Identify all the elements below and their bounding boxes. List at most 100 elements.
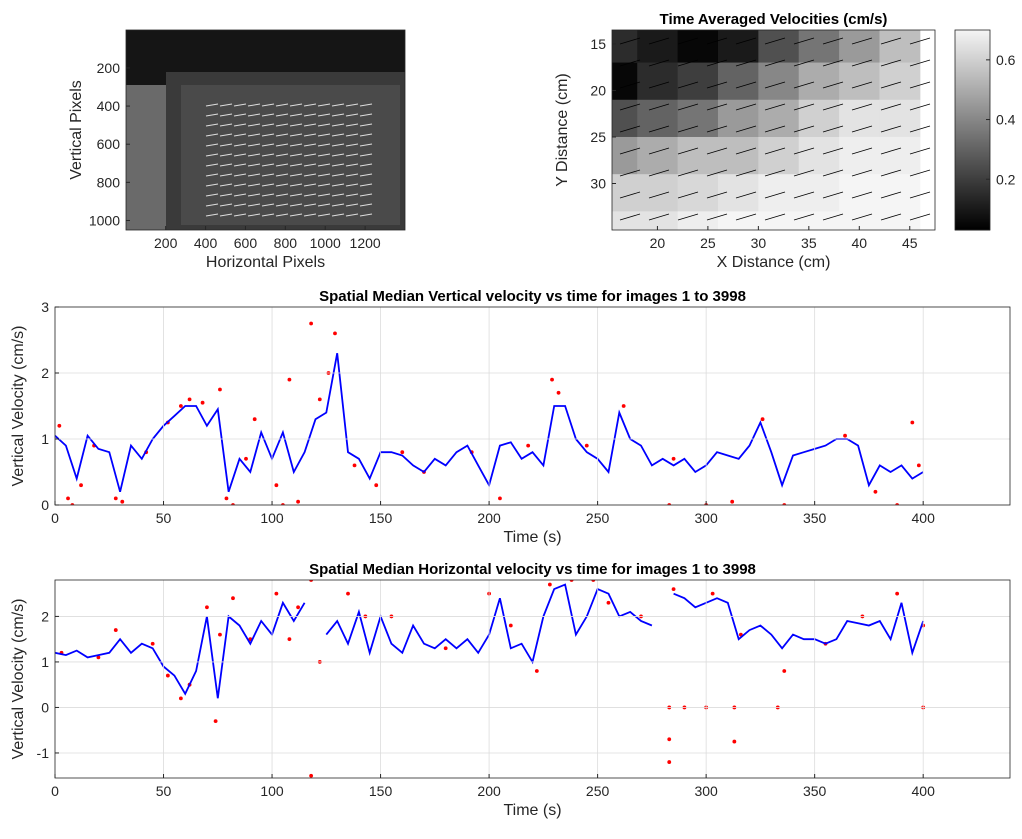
image-arrow [303, 183, 317, 187]
velocity-arrow [822, 81, 844, 89]
velocity-arrow [648, 37, 670, 45]
axes-box [611, 29, 936, 231]
velocity-arrow [909, 147, 931, 155]
image-arrow [247, 153, 261, 157]
contour-cell [839, 174, 880, 212]
velocity-arrow [793, 169, 815, 177]
chart-title: Spatial Median Vertical velocity vs time… [319, 288, 746, 305]
data-point [556, 390, 561, 395]
x-tick-label: 1000 [310, 235, 341, 251]
colorbar-step [955, 48, 990, 51]
contour-cell [798, 30, 840, 64]
image-arrow [247, 203, 261, 207]
colorbar-step [955, 174, 990, 177]
data-point [400, 450, 405, 455]
velocity-arrow [822, 213, 844, 221]
contour-cell [717, 30, 759, 64]
data-point [309, 321, 314, 326]
x-tick-label: 350 [803, 510, 827, 526]
velocity-arrow [793, 37, 815, 45]
image-arrow [289, 193, 303, 197]
image-arrow [275, 143, 289, 147]
velocity-arrow [706, 81, 728, 89]
contour-cell [637, 62, 679, 101]
colorbar-step [955, 86, 990, 89]
x-tick-label: 400 [912, 510, 936, 526]
image-arrow [345, 123, 359, 127]
data-point [309, 580, 314, 582]
contour-cell [717, 136, 759, 175]
data-point [317, 397, 322, 402]
contour-cell [839, 211, 880, 230]
colorbar-step [955, 206, 990, 209]
y-axis-label: Vertical Velocity (cm/s) [10, 326, 27, 487]
contour-cell [879, 174, 921, 212]
image-arrow [331, 133, 345, 137]
colorbar-step [955, 170, 990, 173]
velocity-arrow [648, 213, 670, 221]
colorbar-step [955, 108, 990, 111]
image-arrow [317, 113, 331, 117]
colorbar-step [955, 172, 990, 175]
image-arrow [233, 203, 247, 207]
x-tick-label: 300 [694, 510, 718, 526]
colorbar-step [955, 92, 990, 95]
velocity-arrow [735, 37, 757, 45]
colorbar-step [955, 120, 990, 123]
y-tick-label: 1000 [89, 212, 120, 228]
image-arrow [359, 133, 373, 137]
data-point [79, 483, 83, 488]
image-arrow [219, 113, 233, 117]
data-point [165, 673, 170, 678]
colorbar-step [955, 58, 990, 61]
data-point [120, 499, 125, 504]
contour-cell [879, 211, 921, 230]
data-point [508, 623, 513, 628]
plot-area [126, 30, 405, 230]
axes-background [55, 307, 1010, 505]
data-point [547, 582, 552, 587]
velocity-arrow [619, 37, 641, 45]
velocity-arrow [880, 81, 902, 89]
image-arrow [289, 113, 303, 117]
colorbar-step [955, 168, 990, 171]
colorbar-step [955, 96, 990, 99]
axes-box [54, 306, 1011, 506]
colorbar-step [955, 186, 990, 189]
image-arrow [233, 153, 247, 157]
image-arrow [331, 213, 345, 217]
image-arrow [359, 153, 373, 157]
contour-cell [758, 174, 800, 212]
data-point [309, 773, 314, 778]
image-arrow [345, 163, 359, 167]
velocity-arrow [822, 125, 844, 133]
velocity-arrow [735, 191, 757, 199]
velocity-arrow [822, 169, 844, 177]
velocity-arrow [764, 191, 786, 199]
plot-area [612, 30, 935, 230]
velocity-arrow [706, 191, 728, 199]
colorbar-step [955, 88, 990, 91]
y-axis-label: Vertical Pixels [68, 80, 85, 180]
image-arrow [345, 133, 359, 137]
data-point [178, 404, 183, 408]
image-arrow [303, 103, 317, 107]
image-arrow [317, 213, 331, 217]
data-point [333, 331, 337, 336]
image-arrow [359, 163, 373, 167]
y-tick-label: 3 [41, 299, 49, 315]
image-arrow [205, 173, 219, 177]
velocity-arrow [880, 147, 902, 155]
contour-cell [677, 136, 719, 175]
image-arrow [289, 103, 303, 107]
image-arrow [275, 183, 289, 187]
contour-cell [879, 99, 921, 138]
colorbar-step [955, 204, 990, 207]
colorbar-step [955, 46, 990, 49]
velocity-arrow [822, 147, 844, 155]
colorbar-step [955, 80, 990, 83]
velocity-arrow [851, 103, 873, 111]
image-arrow [317, 123, 331, 127]
velocity-arrow [793, 213, 815, 221]
image-arrow [345, 153, 359, 157]
